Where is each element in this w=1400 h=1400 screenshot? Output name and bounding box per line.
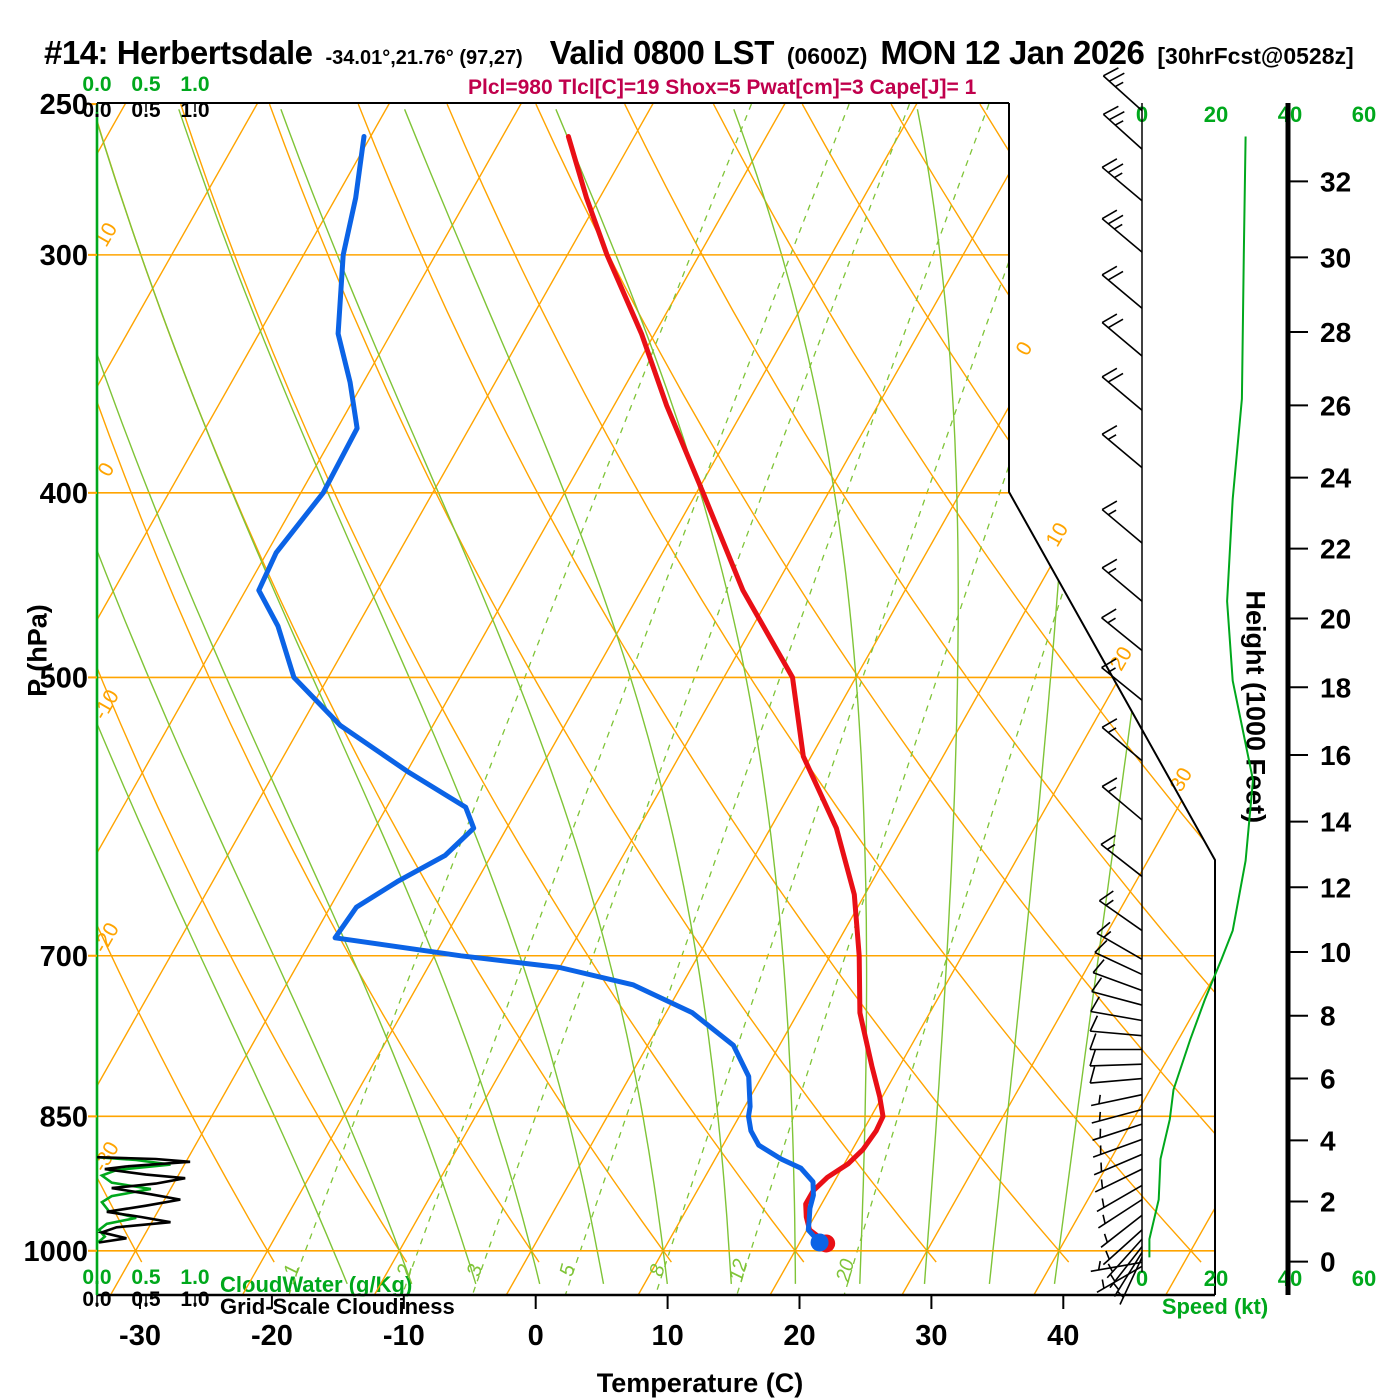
- height-tick-label: 16: [1320, 740, 1351, 771]
- height-tick-label: 6: [1320, 1064, 1336, 1095]
- cloudiness-scale-top: 0.0: [82, 99, 111, 122]
- height-tick-label: 22: [1320, 534, 1351, 565]
- mixing-ratio-label: 20: [832, 1257, 859, 1285]
- temperature-tick-label: 10: [651, 1320, 683, 1352]
- pressure-tick-label: 500: [40, 662, 88, 694]
- temperature-tick-label: 30: [915, 1320, 947, 1352]
- mixing-ratio-label: 3: [463, 1262, 487, 1278]
- cloudwater-profile: [96, 1155, 171, 1244]
- cloudwater-scale-bottom: 0.5: [131, 1266, 161, 1289]
- cloudwater-scale-top: 0.5: [131, 73, 161, 96]
- temperature-tick-label: 0: [528, 1320, 544, 1352]
- moist-adiabats: [97, 109, 1207, 1285]
- height-tick-label: 0: [1320, 1247, 1336, 1278]
- height-tick-label: 10: [1320, 937, 1351, 968]
- cloud-scale-ticks: 0.0 0.5 1.0 0.0 0.5 1.0 0.0 0.5 1.0 0.0 0.5 1.0: [82, 73, 209, 1311]
- mixing-ratio-label: 2: [393, 1262, 417, 1279]
- cloudiness-scale-bottom: 0.0: [82, 1288, 111, 1311]
- height-tick-label: 20: [1320, 604, 1351, 635]
- mixing-ratio-label: 12: [725, 1257, 752, 1284]
- temperature-axis-label: Temperature (C): [596, 1368, 804, 1398]
- speed-axis-label: Speed (kt): [1161, 1294, 1269, 1319]
- isotherm-label-right: 0: [1011, 338, 1037, 360]
- cloudiness-scale-top: 1.0: [180, 99, 209, 122]
- height-tick-label: 14: [1320, 807, 1352, 838]
- station-title: #14: Herbertsdale: [44, 34, 313, 71]
- speed-scale-bottom: 60: [1352, 1266, 1376, 1291]
- temperature-tick-label: 40: [1047, 1320, 1079, 1352]
- height-tick-label: 30: [1320, 242, 1351, 273]
- speed-scale-top: 20: [1204, 102, 1228, 127]
- plot-area: [97, 103, 1215, 1295]
- height-tick-label: 28: [1320, 317, 1351, 348]
- height-tick-label: 24: [1320, 463, 1352, 494]
- mixing-ratio-labels: 1 2 3 5 8 12 20: [280, 1257, 859, 1285]
- cloudwater-scale-top: 0.0: [82, 73, 111, 96]
- station-coords: -34.01°,21.76° (97,27): [325, 47, 523, 69]
- cloudiness-scale-bottom: 0.5: [131, 1288, 161, 1311]
- isotherm-label-right: 20: [1106, 643, 1138, 675]
- pressure-tick-label: 1000: [23, 1236, 88, 1268]
- pressure-tick-label: 250: [40, 89, 88, 121]
- valid-time: Valid 0800 LST: [549, 34, 775, 71]
- cloudwater-scale-bottom: 0.0: [82, 1266, 111, 1289]
- height-tick-label: 12: [1320, 872, 1351, 903]
- pressure-tick-label: 400: [40, 478, 88, 510]
- height-tick-label: 8: [1320, 1001, 1336, 1032]
- speed-scale-top: 60: [1352, 102, 1376, 127]
- title-bar: #14: Herbertsdale -34.01°,21.76° (97,27)…: [44, 34, 1354, 72]
- height-tick-label: 2: [1320, 1186, 1336, 1217]
- dewpoint-curve: [256, 134, 823, 1245]
- cloudwater-scale-bottom: 1.0: [180, 1266, 209, 1289]
- temperature-ticks: -30 -20 -10 0 10 20 30 40: [119, 1295, 1079, 1352]
- dry-adiabats: [97, 103, 1215, 1263]
- cloudiness-scale-label: Grid-Scale Cloudiness: [220, 1294, 455, 1319]
- temperature-tick-label: -10: [383, 1320, 425, 1352]
- cloudiness-scale-bottom: 1.0: [180, 1288, 209, 1311]
- mixing-ratio-label: 8: [646, 1262, 670, 1278]
- pressure-tick-label: 300: [40, 240, 88, 272]
- sounding-parameters: Plcl=980 Tlcl[C]=19 Shox=5 Pwat[cm]=3 Ca…: [468, 76, 977, 99]
- wind-barbs: [1089, 67, 1143, 1305]
- cloudiness-scale-top: 0.5: [131, 99, 161, 122]
- height-tick-label: 32: [1320, 166, 1351, 197]
- height-tick-label: 4: [1320, 1125, 1336, 1156]
- isotherm-label-left: 10: [91, 219, 123, 251]
- isotherm-label-right: 10: [1042, 519, 1074, 551]
- valid-date: MON 12 Jan 2026: [880, 34, 1145, 71]
- cloudwater-scale-top: 1.0: [180, 73, 209, 96]
- valid-zulu: (0600Z): [786, 43, 868, 69]
- speed-scale-bottom: 20: [1204, 1266, 1228, 1291]
- temperature-tick-label: 20: [783, 1320, 815, 1352]
- pressure-gridlines: [97, 254, 1215, 1252]
- forecast-tag: [30hrFcst@0528z]: [1157, 43, 1354, 69]
- mixing-ratio-label: 1: [280, 1262, 304, 1278]
- surface-markers: [810, 1233, 836, 1253]
- surface-dewpoint-dot: [810, 1233, 829, 1252]
- pressure-tick-labels: 250 300 400 500 700 850 1000: [23, 89, 88, 1268]
- cloudiness-profile: [96, 1155, 191, 1244]
- wind-speed-profile: [1148, 136, 1255, 1258]
- height-tick-label: 18: [1320, 672, 1351, 703]
- mixing-ratio-label: 5: [556, 1261, 580, 1278]
- isotherm-label-left: -20: [89, 919, 124, 957]
- temperature-tick-label: -20: [251, 1320, 293, 1352]
- speed-scale-bottom: 0: [1136, 1266, 1148, 1291]
- pressure-tick-label: 700: [40, 941, 88, 973]
- temperature-curve: [565, 134, 886, 1245]
- pressure-tick-label: 850: [40, 1101, 88, 1133]
- height-tick-label: 26: [1320, 390, 1351, 421]
- temperature-tick-label: -30: [119, 1320, 161, 1352]
